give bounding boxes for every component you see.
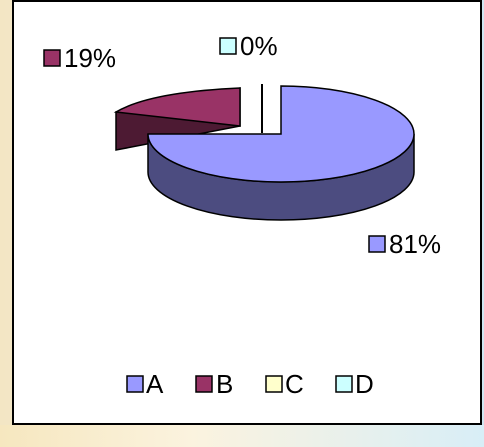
- legend-label-a: A: [146, 369, 164, 399]
- pie-slice-b: [113, 87, 241, 151]
- legend-item-c: C: [265, 369, 304, 399]
- data-label-a-swatch: [368, 235, 386, 253]
- legend-label-d: D: [355, 369, 374, 399]
- data-label-d-text: 0%: [240, 31, 278, 61]
- legend-swatch-b: [195, 375, 213, 393]
- data-label-a-text: 81%: [389, 229, 441, 259]
- data-label-d: 0%: [219, 31, 278, 61]
- legend-item-b: B: [195, 369, 233, 399]
- background-strip: [0, 425, 484, 447]
- legend-swatch-c: [265, 375, 283, 393]
- data-label-a: 81%: [368, 229, 441, 259]
- pie-slice-b-top: [113, 87, 241, 127]
- pie-slice-a: [147, 85, 415, 221]
- legend-swatch-d: [335, 375, 353, 393]
- legend-item-d: D: [335, 369, 374, 399]
- legend-label-b: B: [216, 369, 233, 399]
- legend-label-c: C: [285, 369, 304, 399]
- data-label-b: 19%: [43, 43, 116, 73]
- data-label-d-swatch: [219, 37, 237, 55]
- legend-item-a: A: [126, 369, 164, 399]
- data-label-b-swatch: [43, 49, 61, 67]
- data-label-b-text: 19%: [64, 43, 116, 73]
- pie-slice-a-top: [147, 85, 415, 183]
- legend-swatch-a: [126, 375, 144, 393]
- legend: A B C D: [126, 369, 374, 399]
